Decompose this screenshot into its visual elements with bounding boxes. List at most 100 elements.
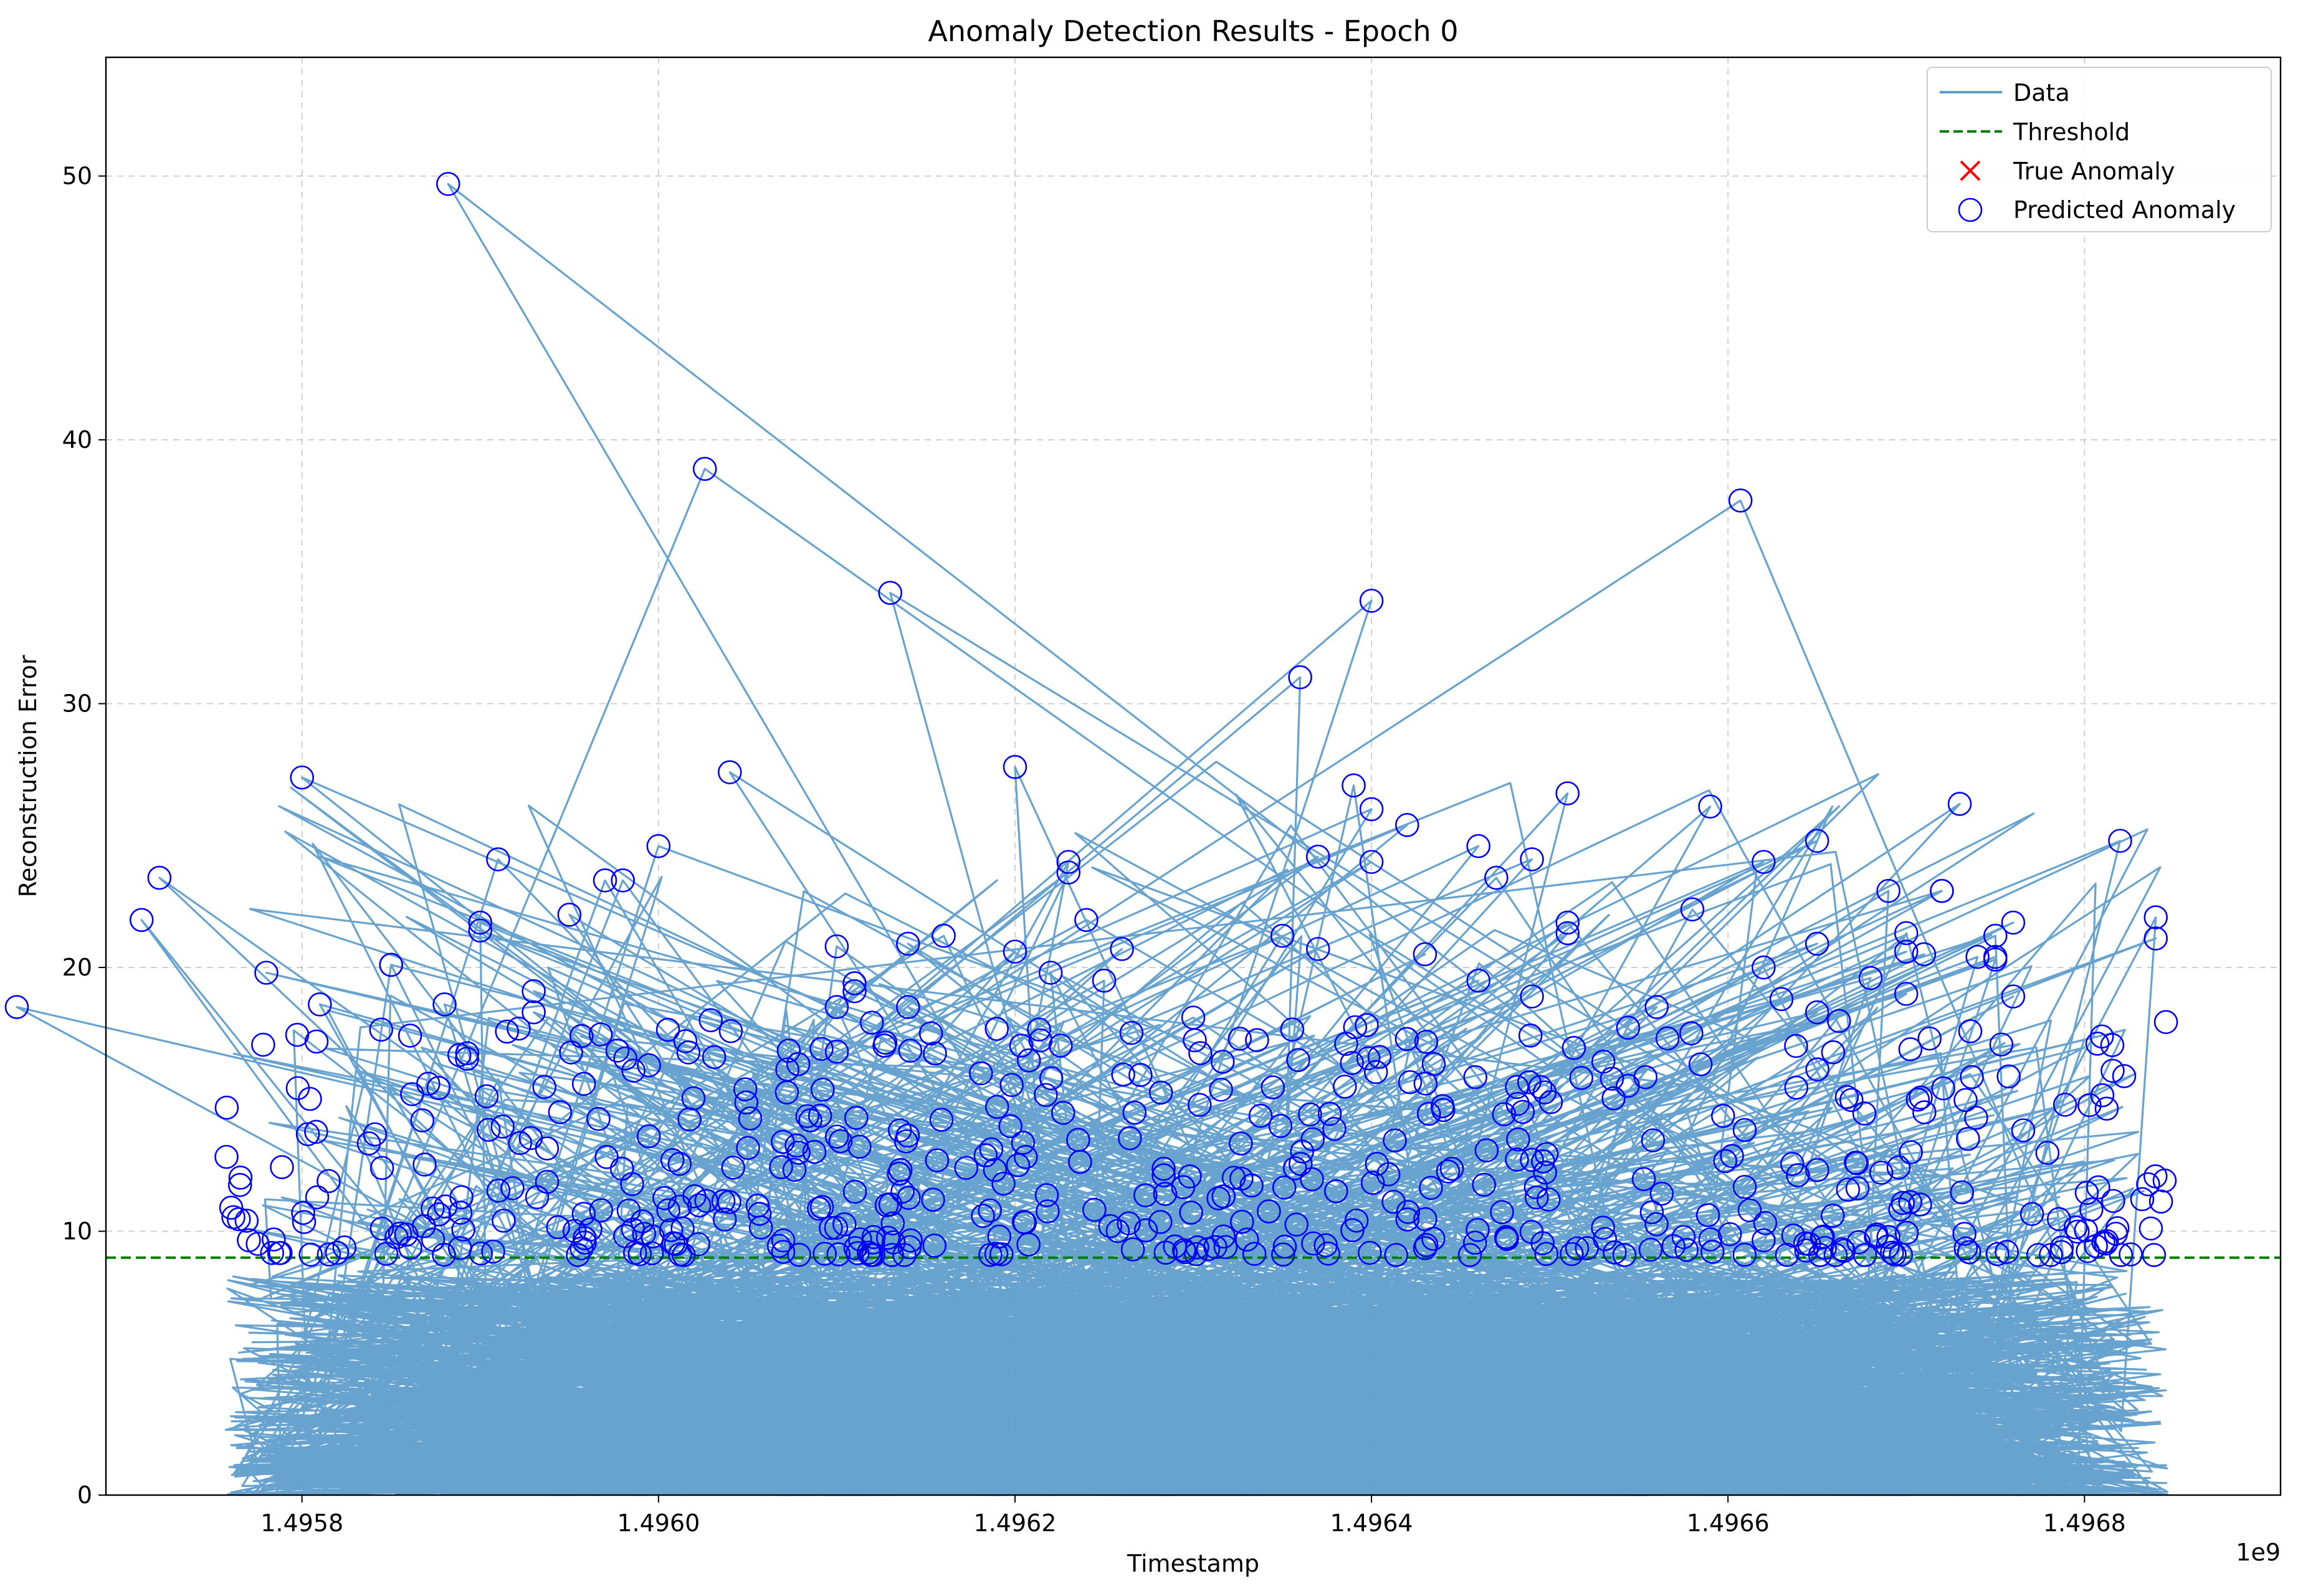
predicted-anomaly-marker xyxy=(1472,1172,1496,1197)
predicted-anomaly-marker xyxy=(398,1235,422,1260)
predicted-anomaly-marker xyxy=(1644,995,1669,1019)
predicted-anomaly-marker xyxy=(1519,1220,1544,1244)
predicted-anomaly-marker xyxy=(1290,1139,1315,1164)
predicted-anomaly-marker xyxy=(532,1075,556,1100)
predicted-anomaly-marker xyxy=(898,1038,923,1063)
predicted-anomaly-marker xyxy=(427,1202,451,1227)
predicted-anomaly-marker xyxy=(1601,1086,1626,1111)
predicted-anomaly-marker xyxy=(888,1157,913,1182)
predicted-anomaly-marker xyxy=(1305,937,1330,961)
predicted-anomaly-marker xyxy=(1173,1240,1198,1265)
predicted-anomaly-marker xyxy=(1858,966,1883,990)
predicted-anomaly-series xyxy=(4,171,2178,1267)
predicted-anomaly-marker xyxy=(4,995,29,1019)
predicted-anomaly-marker xyxy=(1092,968,1117,993)
predicted-anomaly-marker xyxy=(878,1192,903,1217)
predicted-anomaly-marker xyxy=(1671,1225,1696,1250)
predicted-anomaly-marker xyxy=(1890,1190,1915,1215)
predicted-anomaly-marker xyxy=(1830,1237,1855,1261)
predicted-anomaly-marker xyxy=(1211,1184,1236,1209)
predicted-anomaly-marker xyxy=(1105,1218,1130,1243)
predicted-anomaly-marker xyxy=(671,1243,696,1267)
predicted-anomaly-marker xyxy=(237,1228,261,1253)
predicted-anomaly-marker xyxy=(810,1077,835,1102)
predicted-anomaly-marker xyxy=(1555,910,1580,935)
predicted-anomaly-marker xyxy=(989,1242,1014,1266)
predicted-anomaly-marker xyxy=(476,1118,501,1142)
predicted-anomaly-marker xyxy=(897,1185,921,1210)
predicted-anomaly-marker xyxy=(1898,1190,1923,1215)
predicted-anomaly-marker xyxy=(1183,1028,1207,1053)
predicted-anomaly-marker xyxy=(918,1021,943,1046)
predicted-anomaly-marker xyxy=(1261,1075,1285,1100)
predicted-anomaly-marker xyxy=(1732,1242,1757,1267)
predicted-anomaly-marker xyxy=(2086,1175,2110,1200)
predicted-anomaly-marker xyxy=(2108,829,2132,853)
predicted-anomaly-marker xyxy=(978,1198,1002,1223)
predicted-anomaly-marker xyxy=(1518,1024,1543,1048)
predicted-anomaly-marker xyxy=(332,1235,357,1260)
predicted-anomaly-marker xyxy=(420,1196,445,1221)
predicted-anomaly-marker xyxy=(872,1033,897,1058)
predicted-anomaly-marker xyxy=(895,995,920,1019)
predicted-anomaly-marker xyxy=(1421,1227,1446,1251)
predicted-anomaly-marker xyxy=(1413,942,1437,967)
predicted-anomaly-marker xyxy=(692,457,717,481)
predicted-anomaly-marker xyxy=(738,1106,763,1131)
y-tick-label: 30 xyxy=(62,690,92,718)
legend-label-threshold: Threshold xyxy=(2013,118,2130,146)
predicted-anomaly-marker xyxy=(129,908,154,933)
predicted-anomaly-marker xyxy=(593,868,617,893)
predicted-anomaly-marker xyxy=(1852,1243,1877,1267)
predicted-anomaly-marker xyxy=(1414,1233,1439,1257)
predicted-anomaly-marker xyxy=(1213,1235,1238,1260)
predicted-anomaly-marker xyxy=(1898,1037,1923,1062)
predicted-anomaly-marker xyxy=(1003,939,1027,964)
predicted-anomaly-marker xyxy=(652,1186,677,1210)
predicted-anomaly-marker xyxy=(2076,1238,2100,1263)
predicted-anomaly-marker xyxy=(1381,1189,1406,1214)
predicted-anomaly-marker xyxy=(630,1209,655,1233)
predicted-anomaly-marker xyxy=(782,1157,807,1182)
predicted-anomaly-marker xyxy=(2136,1172,2160,1197)
predicted-anomaly-marker xyxy=(1909,1085,1933,1110)
predicted-anomaly-marker xyxy=(1282,1156,1307,1180)
predicted-anomaly-marker xyxy=(325,1240,350,1265)
predicted-anomaly-marker xyxy=(1876,1225,1901,1250)
predicted-anomaly-marker xyxy=(1688,1052,1713,1076)
predicted-anomaly-marker xyxy=(718,1019,743,1043)
data-series-line xyxy=(16,183,2169,1496)
legend-predicted-anomaly-swatch xyxy=(1958,197,1983,222)
predicted-anomaly-marker xyxy=(398,1024,422,1048)
predicted-anomaly-marker xyxy=(1288,1152,1313,1176)
predicted-anomaly-marker xyxy=(1367,1045,1392,1069)
y-tick-label: 50 xyxy=(62,163,92,190)
predicted-anomaly-marker xyxy=(421,1227,446,1252)
predicted-anomaly-marker xyxy=(1235,1227,1259,1252)
predicted-anomaly-marker xyxy=(1808,1243,1833,1267)
predicted-anomaly-marker xyxy=(1845,1176,1870,1200)
predicted-anomaly-marker xyxy=(771,1240,796,1264)
predicted-anomaly-marker xyxy=(1784,1033,1808,1058)
predicted-anomaly-marker xyxy=(1805,829,1829,853)
predicted-anomaly-marker xyxy=(1821,1204,1845,1228)
predicted-anomaly-marker xyxy=(1561,1035,1586,1060)
predicted-anomaly-marker xyxy=(451,1217,475,1242)
predicted-anomaly-marker xyxy=(1036,1199,1060,1223)
predicted-anomaly-marker xyxy=(317,1242,341,1267)
predicted-anomaly-marker xyxy=(1248,1103,1273,1128)
predicted-anomaly-marker xyxy=(1752,955,1776,980)
predicted-anomaly-marker xyxy=(745,1194,770,1218)
predicted-anomaly-marker xyxy=(921,1187,945,1212)
predicted-anomaly-marker xyxy=(1655,1026,1680,1051)
predicted-anomaly-marker xyxy=(611,868,635,893)
predicted-anomaly-marker xyxy=(1698,794,1722,819)
predicted-anomaly-marker xyxy=(1510,1100,1535,1124)
predicted-anomaly-marker xyxy=(369,1017,393,1042)
predicted-anomaly-marker xyxy=(1737,1198,1762,1223)
predicted-anomaly-marker xyxy=(878,581,902,605)
predicted-anomaly-marker xyxy=(1383,1128,1407,1152)
predicted-anomaly-marker xyxy=(1188,1041,1213,1065)
predicted-anomaly-marker xyxy=(1930,878,1954,903)
predicted-anomaly-marker xyxy=(522,1000,546,1025)
